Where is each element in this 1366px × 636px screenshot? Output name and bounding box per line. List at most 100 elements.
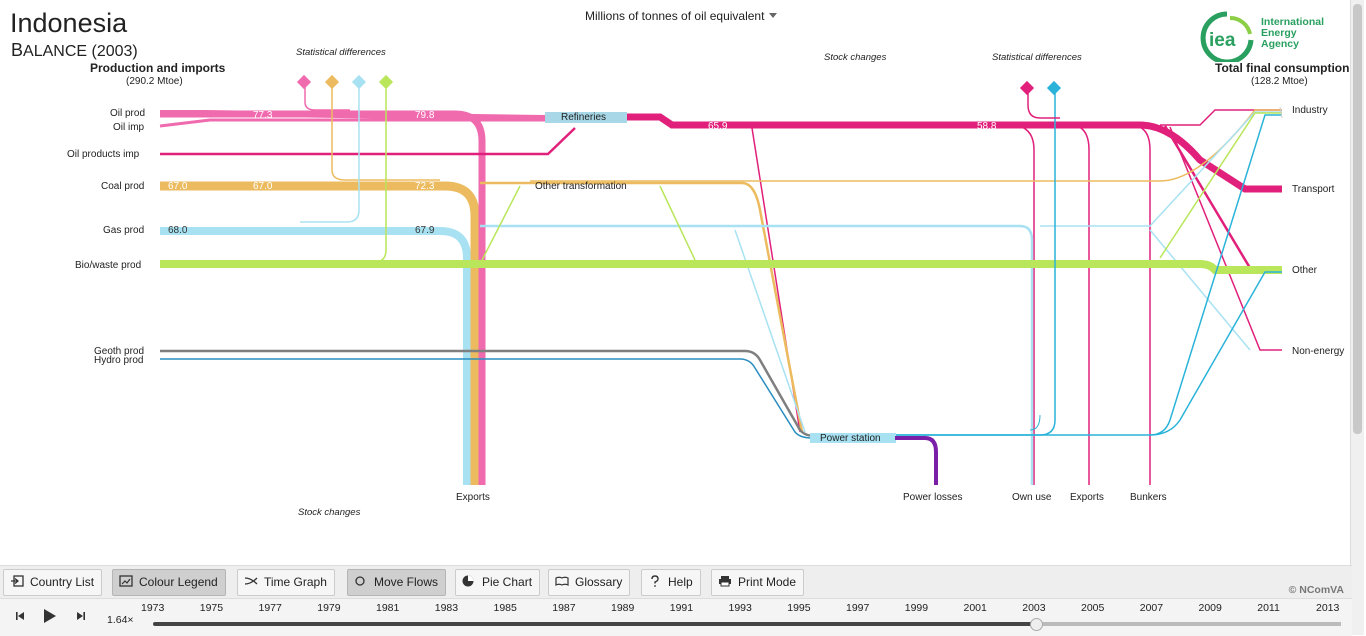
copyright-text: © NComVA	[1288, 584, 1344, 596]
flow-gas-industry	[1040, 111, 1282, 227]
unit-selector[interactable]: Millions of tonnes of oil equivalent	[585, 9, 778, 23]
year-tick[interactable]: 2013	[1316, 602, 1340, 614]
source-biowaste-prod[interactable]: Bio/waste prod	[75, 260, 142, 271]
value-gas-a: 68.0	[168, 225, 188, 236]
source-gas-prod[interactable]: Gas prod	[103, 225, 145, 236]
colour-legend-button[interactable]: Colour Legend	[112, 569, 226, 596]
total-final-consumption-header: Total final consumption	[1215, 61, 1350, 75]
flow-statdiff-gas	[300, 83, 360, 223]
year-tick[interactable]: 1995	[787, 602, 811, 614]
skip-forward-icon[interactable]	[76, 611, 86, 621]
year-tick[interactable]: 1983	[434, 602, 459, 614]
time-graph-icon	[244, 577, 258, 585]
flow-products-ownuse	[1009, 124, 1035, 485]
iea-logo: iea International Energy Agency	[1194, 10, 1334, 65]
year-tick[interactable]: 1979	[317, 602, 341, 614]
vertical-scrollbar[interactable]	[1350, 0, 1364, 635]
statdiff-coal-marker	[324, 74, 340, 90]
year-tick[interactable]: 1989	[611, 602, 635, 614]
time-graph-button[interactable]: Time Graph	[237, 569, 335, 596]
power-losses-label[interactable]: Power losses	[903, 492, 963, 503]
pie-chart-label: Pie Chart	[482, 575, 533, 589]
flow-coal-industry	[530, 109, 1282, 182]
country-list-button[interactable]: Country List	[3, 569, 103, 596]
source-coal-prod[interactable]: Coal prod	[101, 181, 145, 192]
year-tick[interactable]: 1999	[904, 602, 929, 614]
print-mode-button[interactable]: Print Mode	[711, 569, 805, 596]
sink-transport[interactable]: Transport	[1292, 184, 1335, 195]
year-tick[interactable]: 1991	[669, 602, 694, 614]
flow-oil-exports	[160, 110, 486, 485]
value-coal-c: 72.3	[415, 181, 435, 192]
source-hydro-prod[interactable]: Hydro prod	[94, 355, 144, 366]
year-tick[interactable]: 1987	[552, 602, 576, 614]
statdiff-elec-marker	[1046, 80, 1062, 96]
year-tick[interactable]: 1993	[728, 602, 752, 614]
colour-legend-icon	[119, 575, 133, 587]
play-icon[interactable]	[43, 608, 57, 624]
year-tick[interactable]: 2009	[1198, 602, 1222, 614]
sink-non-energy[interactable]: Non-energy	[1292, 346, 1345, 357]
unit-selector-label: Millions of tonnes of oil equivalent	[585, 9, 765, 23]
pie-chart-icon	[462, 575, 474, 587]
move-flows-icon	[355, 576, 365, 586]
refineries-label[interactable]: Refineries	[561, 112, 607, 123]
own-use-label[interactable]: Own use	[1012, 492, 1052, 503]
statdiff-products-marker	[1019, 80, 1035, 96]
source-geoth-prod[interactable]: Geoth prod	[94, 346, 145, 357]
year-tick[interactable]: 1975	[199, 602, 224, 614]
year-tick[interactable]: 1977	[258, 602, 282, 614]
year-tick[interactable]: 1973	[141, 602, 165, 614]
other-transformation-label[interactable]: Other transformation	[535, 181, 627, 192]
bottom-toolbar: Country List Colour Legend Time Graph Mo…	[0, 565, 1352, 599]
timeline-track[interactable]	[153, 622, 1341, 626]
year-tick[interactable]: 2003	[1022, 602, 1046, 614]
source-oil-imp[interactable]: Oil imp	[113, 122, 145, 133]
year-tick[interactable]: 2007	[1139, 602, 1164, 614]
year-tick[interactable]: 1985	[493, 602, 517, 614]
scrollbar-thumb[interactable]	[1353, 4, 1362, 434]
flow-gas-main	[480, 224, 1034, 485]
iea-mark-text: iea	[1209, 30, 1236, 51]
exports-right-label[interactable]: Exports	[1070, 492, 1104, 503]
flow-gas-exports	[160, 227, 471, 485]
sink-other[interactable]: Other	[1292, 265, 1318, 276]
year-tick[interactable]: 2001	[963, 602, 987, 614]
time-graph-label: Time Graph	[264, 575, 327, 589]
statdiff-oil-marker	[296, 74, 312, 90]
sink-industry-bar	[1279, 106, 1283, 119]
flow-products-exports	[1069, 124, 1090, 485]
production-imports-header: Production and imports	[90, 61, 226, 75]
source-oil-products-imp[interactable]: Oil products imp	[67, 149, 140, 160]
power-station-label[interactable]: Power station	[820, 433, 881, 444]
flow-products-bunkers	[1129, 124, 1151, 485]
glossary-label: Glossary	[575, 575, 623, 589]
move-flows-button[interactable]: Move Flows	[347, 569, 447, 596]
balance-rest: ALANCE	[23, 43, 88, 60]
flow-oil-refineries	[160, 110, 546, 121]
year-tick[interactable]: 2011	[1257, 602, 1280, 614]
flow-products-nonenergy	[1169, 126, 1282, 351]
skip-back-icon[interactable]	[15, 611, 25, 621]
year-tick[interactable]: 1981	[376, 602, 400, 614]
exports-left-label[interactable]: Exports	[456, 492, 490, 503]
sink-industry[interactable]: Industry	[1292, 105, 1328, 116]
flow-biowaste-industry	[1159, 112, 1282, 259]
iea-logo-mark: iea	[1200, 11, 1254, 65]
year-tick[interactable]: 1997	[846, 602, 870, 614]
country-title: Indonesia	[10, 8, 128, 38]
flow-products-industry	[1160, 109, 1282, 126]
chevron-down-icon	[769, 13, 778, 18]
glossary-button[interactable]: Glossary	[548, 569, 631, 596]
year-tick[interactable]: 2005	[1081, 602, 1105, 614]
timeline-handle[interactable]	[1030, 618, 1043, 631]
pie-chart-button[interactable]: Pie Chart	[455, 569, 541, 596]
source-oil-prod[interactable]: Oil prod	[110, 108, 146, 119]
value-products-a: 65.9	[708, 121, 728, 132]
flow-elec-own	[1029, 414, 1041, 431]
bunkers-label[interactable]: Bunkers	[1130, 492, 1167, 503]
refineries-node	[545, 112, 627, 123]
playback-speed[interactable]: 1.64×	[107, 614, 134, 626]
flow-refinery-products	[627, 113, 1282, 193]
help-button[interactable]: Help	[641, 569, 701, 596]
